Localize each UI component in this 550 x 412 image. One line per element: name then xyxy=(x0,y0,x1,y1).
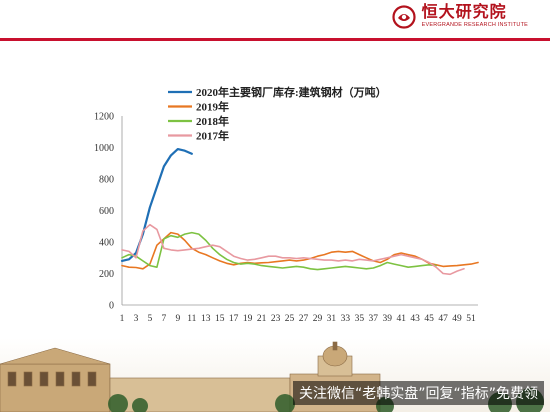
x-tick-label: 33 xyxy=(341,314,351,324)
series-line-4 xyxy=(121,223,465,276)
y-tick-label: 1000 xyxy=(94,143,114,154)
x-tick-label: 47 xyxy=(438,314,448,324)
x-tick-label: 23 xyxy=(271,314,281,324)
x-tick-label: 19 xyxy=(243,314,253,324)
y-tick-label: 800 xyxy=(99,175,114,186)
x-tick-label: 15 xyxy=(215,314,225,324)
evergrande-logo: 恒大研究院 EVERGRANDE RESEARCH INSTITUTE xyxy=(392,5,528,29)
x-tick-label: 1 xyxy=(120,314,125,324)
y-tick-label: 0 xyxy=(109,301,114,312)
legend-label-2: 2019年 xyxy=(196,100,229,114)
x-tick-label: 35 xyxy=(355,314,365,324)
x-tick-label: 45 xyxy=(424,314,434,324)
x-tick-label: 17 xyxy=(229,314,239,324)
series-line-3 xyxy=(121,231,437,271)
legend-label-3: 2018年 xyxy=(196,114,229,128)
logo-chinese-text: 恒大研究院 xyxy=(421,4,507,22)
x-tick-label: 21 xyxy=(257,314,267,324)
evergrande-logo-icon xyxy=(392,5,416,29)
x-tick-label: 5 xyxy=(148,314,153,324)
wechat-watermark-banner: 关注微信“老韩实盘”回复“指标”免费领 xyxy=(292,381,544,405)
x-tick-label: 13 xyxy=(201,314,211,324)
x-tick-label: 39 xyxy=(383,314,393,324)
y-tick-label: 600 xyxy=(99,206,114,217)
x-tick-label: 11 xyxy=(187,314,196,324)
x-tick-label: 49 xyxy=(452,314,462,324)
x-tick-label: 27 xyxy=(299,314,309,324)
x-tick-label: 51 xyxy=(466,314,476,324)
x-tick-label: 41 xyxy=(396,314,406,324)
legend-label-1: 2020年主要钢厂库存:建筑钢材（万吨） xyxy=(196,85,387,99)
y-tick-label: 1200 xyxy=(94,112,114,123)
footer-building-illustration xyxy=(0,338,550,412)
logo-english-text: EVERGRANDE RESEARCH INSTITUTE xyxy=(421,22,528,29)
x-tick-label: 31 xyxy=(327,314,337,324)
x-tick-label: 37 xyxy=(369,314,379,324)
x-tick-label: 7 xyxy=(162,314,167,324)
x-tick-label: 3 xyxy=(134,314,139,324)
x-tick-label: 29 xyxy=(313,314,323,324)
y-tick-label: 200 xyxy=(99,269,114,280)
x-tick-label: 9 xyxy=(175,314,180,324)
y-tick-label: 400 xyxy=(99,238,114,249)
legend-label-4: 2017年 xyxy=(196,129,229,143)
x-tick-label: 43 xyxy=(410,314,420,324)
x-tick-label: 25 xyxy=(285,314,295,324)
report-header: 恒大研究院 EVERGRANDE RESEARCH INSTITUTE xyxy=(0,0,550,42)
header-divider xyxy=(0,38,550,41)
